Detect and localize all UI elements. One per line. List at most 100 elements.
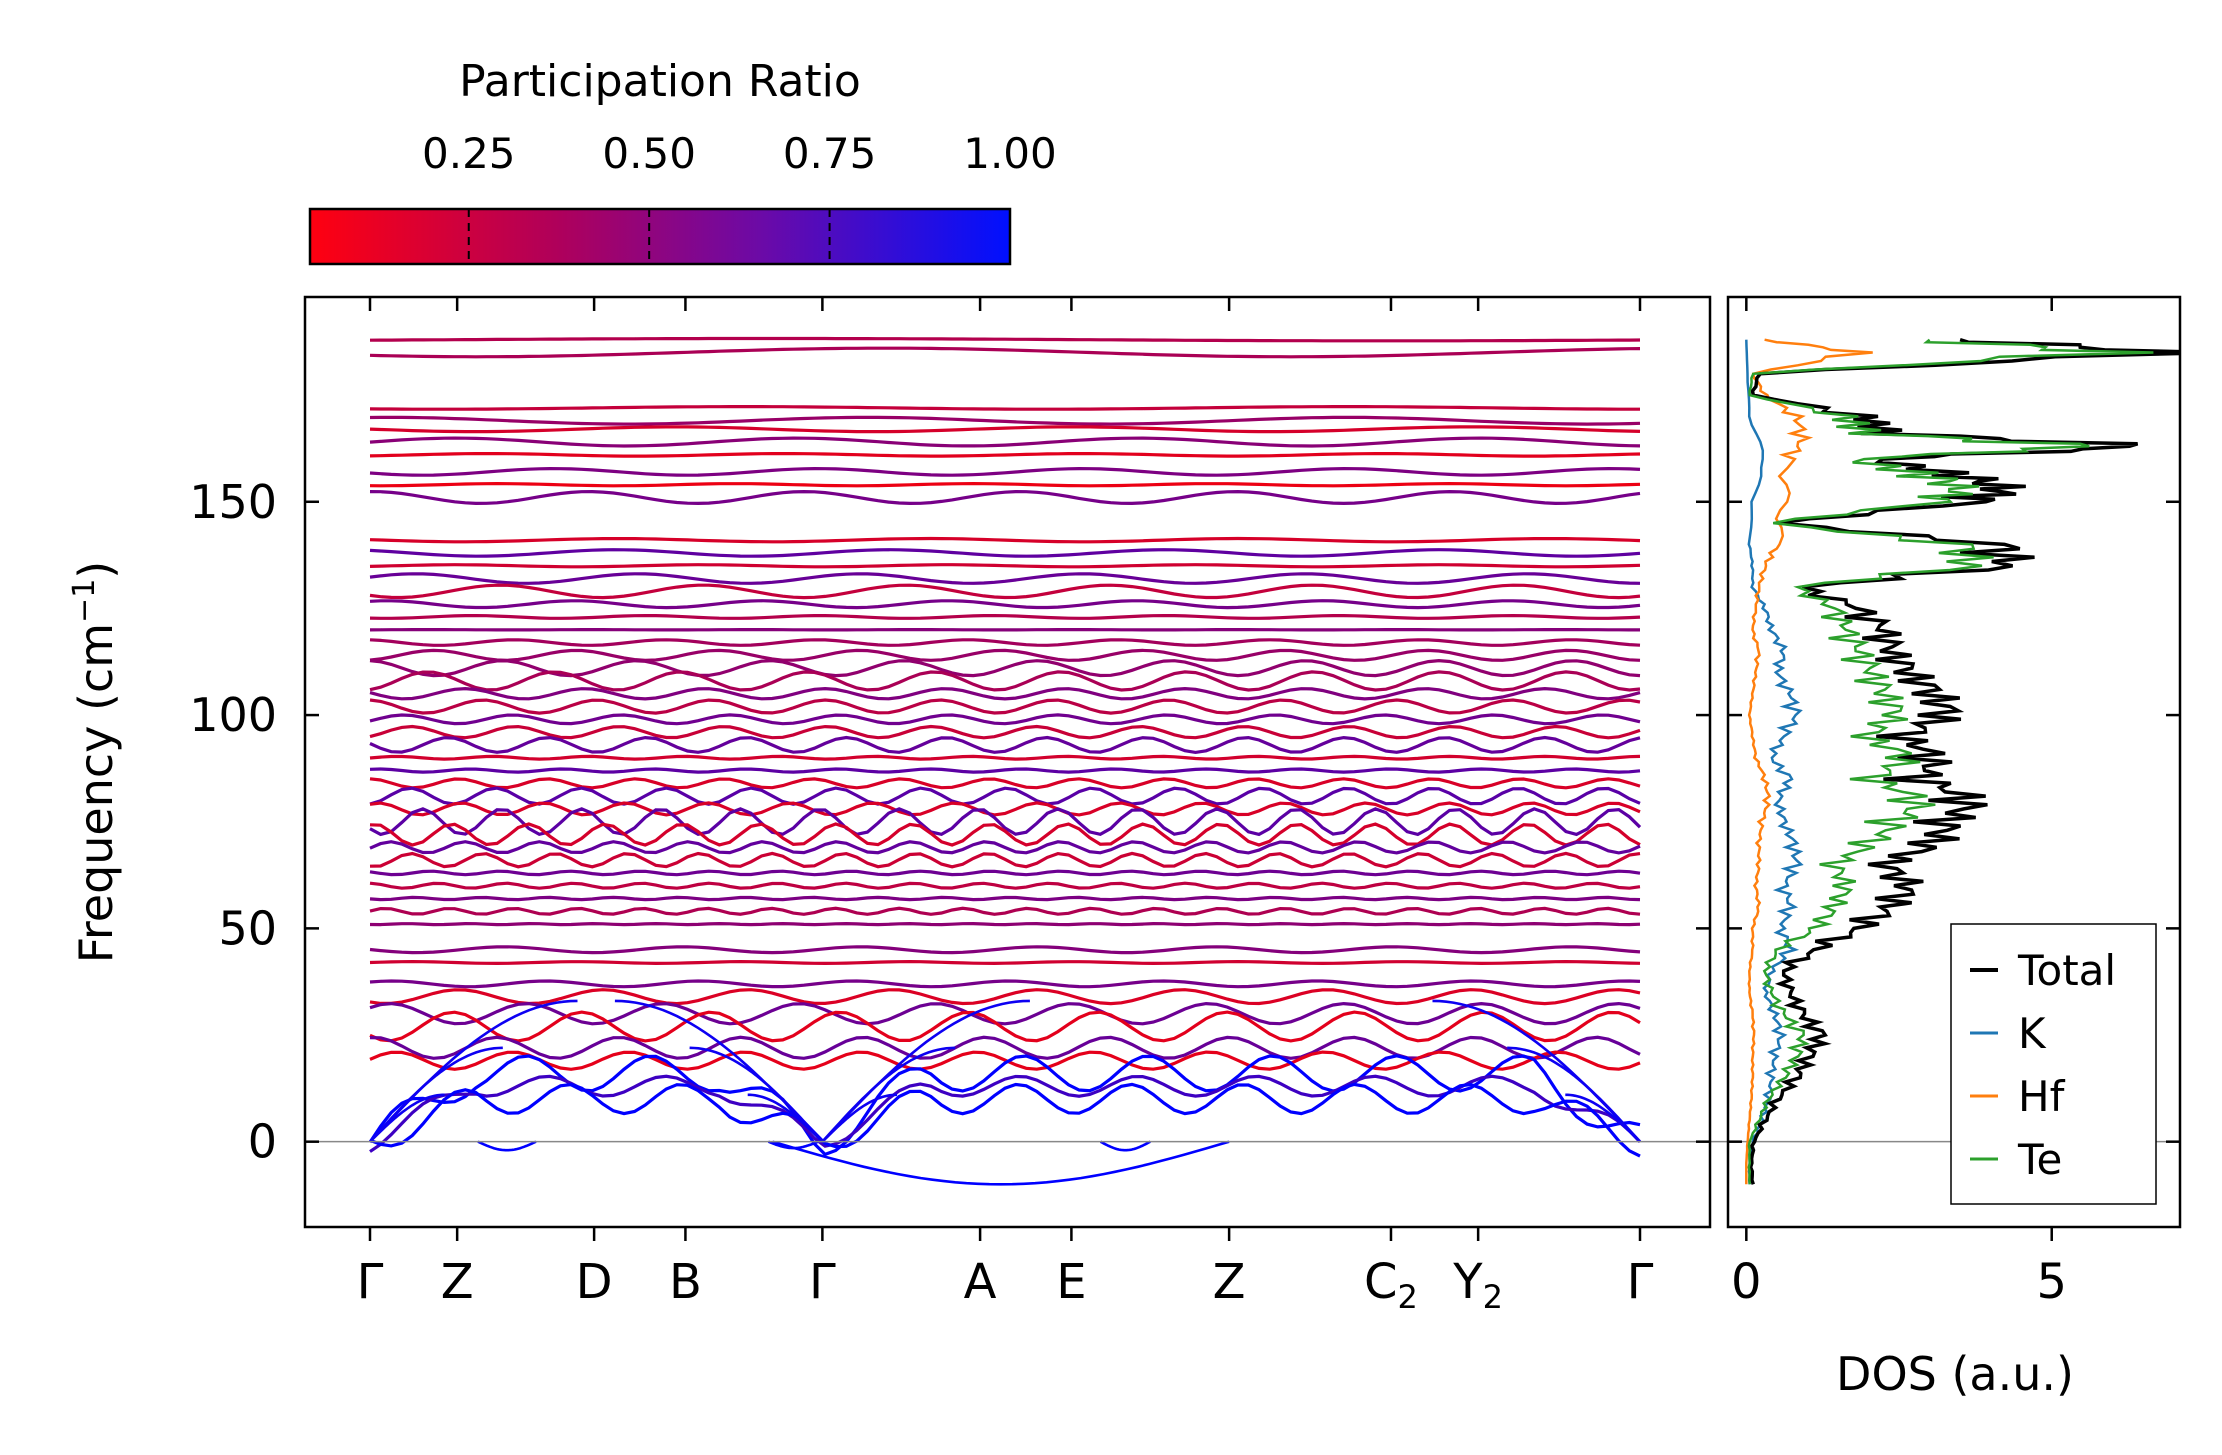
- dos-lines: [1745, 338, 2180, 1185]
- k-point-label: Γ: [357, 1254, 384, 1310]
- band-line: [369, 735, 1641, 755]
- band-line: [369, 988, 1641, 1006]
- y-tick-label: 0: [248, 1115, 277, 1169]
- k-point-label: Z: [1213, 1254, 1246, 1310]
- k-point-label: Y2: [1452, 1254, 1503, 1316]
- imaginary-mode: [767, 1140, 819, 1150]
- band-line: [369, 536, 1641, 544]
- imaginary-mode: [772, 1140, 1230, 1186]
- k-point-label: A: [964, 1254, 997, 1310]
- dos-panel: 0 5 DOS (a.u.) Total K Hf Te: [1726, 295, 2182, 1401]
- band-line: [369, 851, 1641, 869]
- imaginary-mode: [477, 1140, 537, 1152]
- dos-legend: Total K Hf Te: [1950, 923, 2157, 1205]
- legend-label: K: [2018, 1009, 2047, 1058]
- band-line: [369, 1035, 1641, 1060]
- dos-series-hf: [1745, 338, 1873, 1185]
- band-line: [369, 1082, 1641, 1158]
- band-line: [369, 906, 1641, 916]
- band-line: [369, 713, 1641, 726]
- band-line: [369, 921, 1641, 927]
- band-line: [369, 881, 1641, 890]
- band-line: [369, 754, 1641, 761]
- band-line: [369, 583, 1641, 600]
- band-line: [369, 686, 1641, 701]
- band-line: [369, 336, 1641, 343]
- band-line: [369, 481, 1641, 488]
- band-line: [369, 840, 1641, 855]
- band-axes-frame: [303, 295, 1712, 1229]
- band-line: [369, 548, 1641, 558]
- band-line: [369, 1010, 1641, 1043]
- dos-x-axis-label: DOS (a.u.): [1836, 1347, 2074, 1401]
- band-line: [369, 452, 1641, 458]
- band-line: [369, 599, 1641, 610]
- band-line: [369, 945, 1641, 955]
- band-line: [369, 670, 1641, 692]
- k-point-label: E: [1056, 1254, 1086, 1310]
- legend-label: Total: [2017, 946, 2116, 995]
- band-line: [368, 1054, 1641, 1157]
- legend-label: Hf: [2018, 1072, 2066, 1121]
- colorbar-title: Participation Ratio: [459, 56, 861, 107]
- acoustic-branch: [1432, 999, 1641, 1143]
- k-point-label: Z: [441, 1254, 474, 1310]
- band-line: [369, 425, 1641, 434]
- colorbar: Participation Ratio 0.25 0.50 0.75 1.00: [308, 56, 1057, 266]
- band-line: [369, 869, 1641, 877]
- dos-axes-frame: [1726, 295, 2182, 1229]
- y-axis-label: Frequency (cm−1): [67, 561, 123, 964]
- band-line: [369, 724, 1641, 740]
- y-tick-label: 150: [189, 475, 277, 529]
- band-y-ticks: 0 50 100 150: [189, 475, 1710, 1169]
- band-line: [369, 786, 1641, 806]
- band-line: [369, 822, 1641, 847]
- band-line: [369, 777, 1641, 790]
- band-line: [369, 801, 1641, 817]
- band-line: [369, 658, 1641, 678]
- band-line: [369, 415, 1641, 426]
- band-line: [369, 489, 1641, 506]
- y-tick-label: 50: [218, 901, 277, 955]
- dos-x-tick-label: 0: [1731, 1254, 1762, 1310]
- legend-label: Te: [2017, 1135, 2062, 1184]
- band-line: [369, 563, 1641, 569]
- k-point-label: C2: [1364, 1254, 1418, 1316]
- band-line: [369, 895, 1641, 902]
- band-line: [369, 572, 1641, 585]
- acoustic-branch: [614, 999, 824, 1143]
- band-line: [369, 346, 1641, 359]
- band-line: [369, 959, 1641, 966]
- imaginary-mode: [1099, 1140, 1151, 1152]
- acoustic-branch: [821, 999, 1030, 1143]
- colorbar-gradient: [308, 207, 1012, 266]
- band-line: [369, 979, 1641, 989]
- k-point-label: D: [576, 1254, 613, 1310]
- dos-x-tick-label: 5: [2036, 1254, 2067, 1310]
- band-line: [369, 466, 1641, 477]
- k-point-label: B: [669, 1254, 702, 1310]
- y-tick-label: 100: [189, 688, 277, 742]
- colorbar-tick-label: 1.00: [963, 129, 1057, 178]
- colorbar-ticks: 0.25 0.50 0.75 1.00: [422, 129, 1057, 264]
- dos-series-k: [1745, 339, 1804, 1185]
- colorbar-tick-label: 0.75: [783, 129, 877, 178]
- dos-series-te: [1747, 338, 2154, 1185]
- band-line: [369, 613, 1641, 620]
- legend-items: Total K Hf Te: [1970, 946, 2116, 1184]
- k-point-label: Γ: [1627, 1254, 1654, 1310]
- band-line: [369, 405, 1640, 411]
- band-line: [369, 436, 1641, 448]
- band-line: [369, 698, 1641, 715]
- acoustic-branch: [369, 999, 578, 1143]
- band-lines: [368, 336, 1642, 1186]
- colorbar-tick-label: 0.25: [422, 129, 516, 178]
- band-line: [369, 1001, 1641, 1026]
- band-line: [369, 648, 1641, 662]
- band-k-ticks: Γ Z D B Γ A E Z C2 Y2 Γ: [357, 297, 1654, 1316]
- band-line: [369, 1050, 1641, 1071]
- k-point-label: Γ: [809, 1254, 836, 1310]
- band-line: [369, 638, 1641, 647]
